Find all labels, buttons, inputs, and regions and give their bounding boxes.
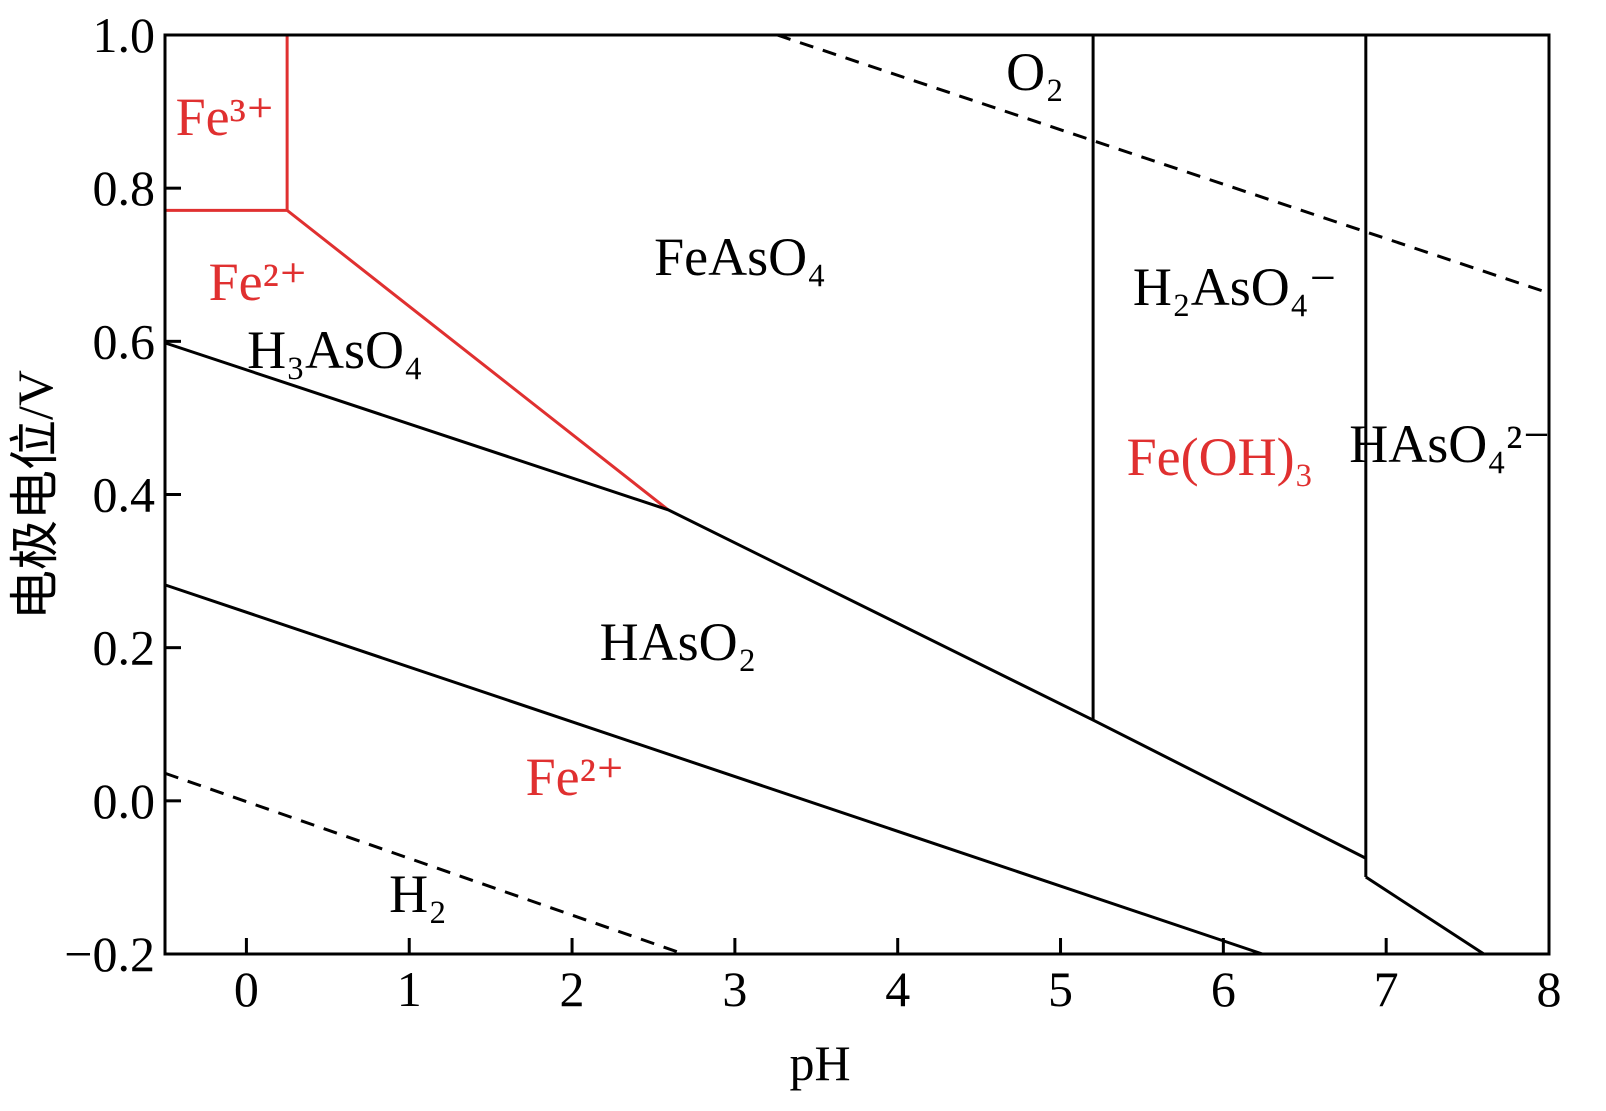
boundary-line — [164, 583, 1263, 956]
region-label: Fe²⁺ — [526, 747, 625, 807]
boundary-line — [1365, 875, 1485, 956]
boundary-line — [165, 208, 670, 511]
x-tick-label: 5 — [1048, 961, 1073, 1017]
x-tick-label: 3 — [722, 961, 747, 1017]
boundary-line — [776, 33, 1550, 295]
x-tick-label: 8 — [1537, 961, 1562, 1017]
y-tick-label: 1.0 — [93, 7, 156, 63]
x-axis-label: pH — [789, 1035, 850, 1091]
region-label: Fe³⁺ — [176, 87, 275, 147]
y-axis-label: 电极电位/V — [7, 370, 63, 620]
region-label: FeAsO₄ — [654, 227, 826, 287]
y-tick-label: 0.0 — [93, 773, 156, 829]
region-label: O₂ — [1006, 42, 1064, 102]
y-tick-label: 0.6 — [93, 313, 156, 369]
region-label: HAsO₂ — [600, 612, 757, 672]
x-tick-label: 1 — [397, 961, 422, 1017]
region-label: HAsO₄²⁻ — [1349, 414, 1551, 474]
region-label: H₂AsO₄⁻ — [1133, 257, 1337, 317]
y-tick-label: 0.4 — [93, 467, 156, 523]
plot-frame — [163, 33, 1551, 956]
region-label: H₃AsO₄ — [247, 320, 423, 380]
boundary-line — [164, 341, 1367, 860]
x-tick-label: 7 — [1374, 961, 1399, 1017]
x-tick-label: 0 — [234, 961, 259, 1017]
region-label: H₂ — [389, 864, 447, 924]
y-tick-label: −0.2 — [64, 926, 155, 982]
x-tick-label: 6 — [1211, 961, 1236, 1017]
region-label: Fe(OH)₃ — [1127, 427, 1314, 487]
y-tick-label: 0.2 — [93, 620, 156, 676]
boundary-line — [164, 771, 685, 956]
x-tick-label: 4 — [885, 961, 910, 1017]
region-label: Fe²⁺ — [209, 252, 308, 312]
y-tick-label: 0.8 — [93, 160, 156, 216]
x-tick-label: 2 — [560, 961, 585, 1017]
